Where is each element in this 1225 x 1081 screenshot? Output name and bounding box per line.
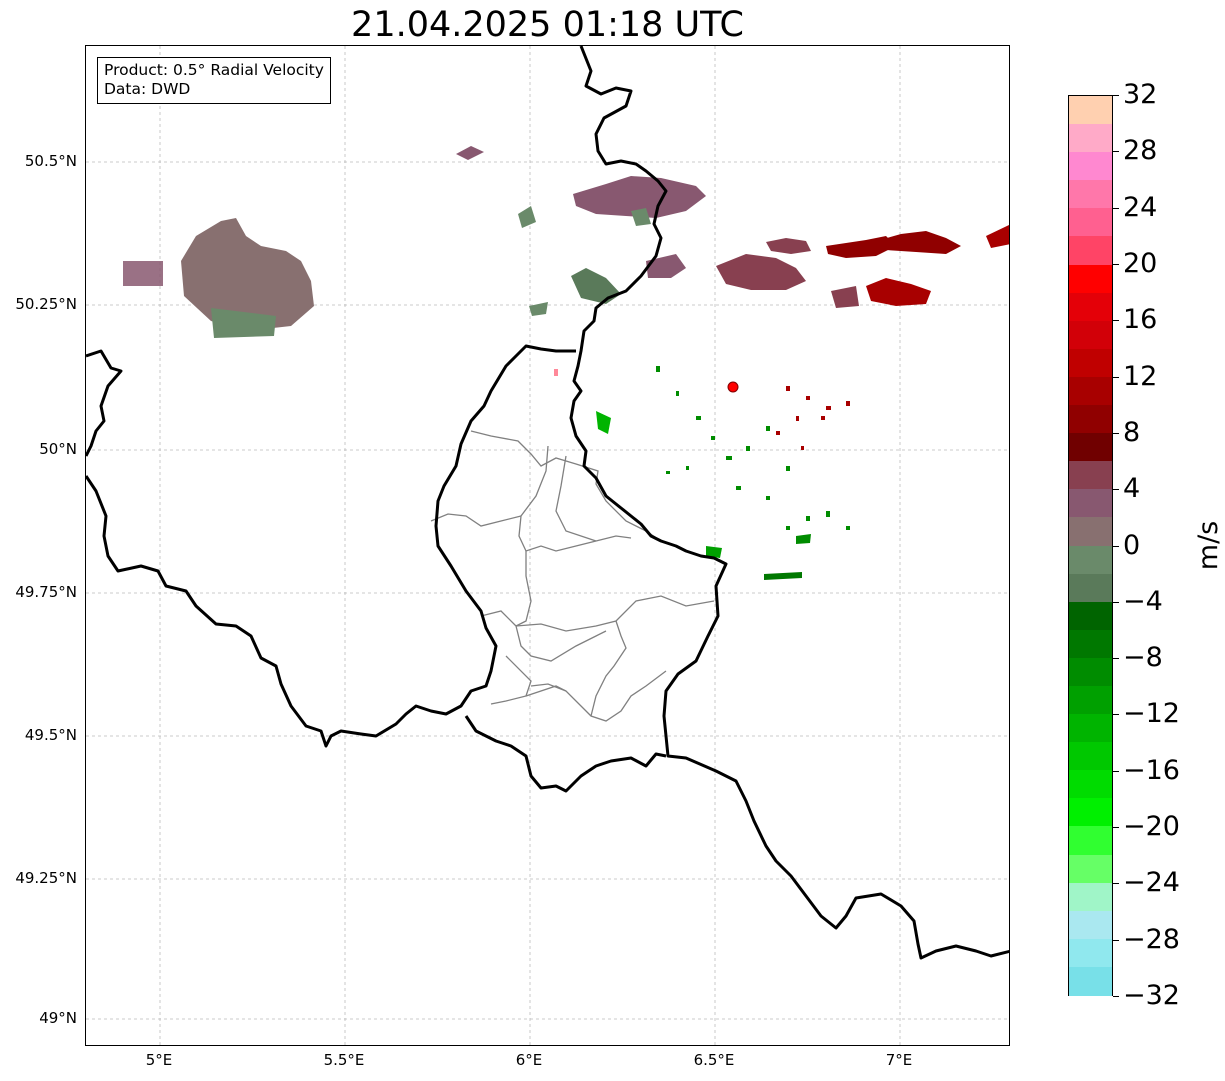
colorbar-tick-label: 12 [1123, 360, 1158, 392]
map-canvas [86, 46, 1009, 1045]
colorbar-label: m/s [1193, 520, 1225, 571]
colorbar-segment [1069, 826, 1112, 856]
colorbar-segment [1069, 770, 1112, 799]
colorbar-tick-mark [1113, 883, 1119, 885]
lon-tick-label: 6.5°E [693, 1051, 735, 1069]
colorbar-segment [1069, 882, 1112, 912]
colorbar-segment [1069, 320, 1112, 350]
colorbar-segment [1069, 657, 1112, 687]
colorbar-tick-label: −16 [1123, 754, 1180, 786]
colorbar-tick-mark [1113, 320, 1119, 322]
colorbar-segment [1069, 714, 1112, 743]
colorbar-tick-mark [1113, 770, 1119, 772]
colorbar-tick-mark [1113, 545, 1119, 547]
colorbar-tick-mark [1113, 432, 1119, 434]
colorbar-segment [1069, 433, 1112, 462]
colorbar [1068, 95, 1113, 996]
lat-tick-label: 49.5°N [24, 726, 77, 744]
colorbar-tick-label: 16 [1123, 304, 1158, 336]
colorbar-segment [1069, 517, 1112, 546]
colorbar-tick-mark [1113, 376, 1119, 378]
colorbar-tick-mark [1113, 714, 1119, 716]
colorbar-segment [1069, 264, 1112, 294]
colorbar-segment [1069, 489, 1112, 518]
colorbar-segment [1069, 376, 1112, 406]
lon-tick-label: 5.5°E [323, 1051, 365, 1069]
colorbar-segment [1069, 405, 1112, 434]
colorbar-segment [1069, 966, 1112, 996]
data-source-line: Data: DWD [104, 80, 191, 98]
product-line: Product: 0.5° Radial Velocity [104, 61, 324, 79]
colorbar-tick-mark [1113, 939, 1119, 941]
colorbar-tick-label: −32 [1123, 980, 1180, 1011]
colorbar-tick-label: −4 [1123, 585, 1163, 617]
colorbar-tick-label: 8 [1123, 416, 1141, 448]
lat-tick-label: 49.75°N [15, 583, 77, 601]
colorbar-tick-label: −28 [1123, 923, 1180, 955]
radar-site-marker [727, 381, 739, 393]
colorbar-segment [1069, 208, 1112, 237]
colorbar-tick-mark [1113, 658, 1119, 660]
colorbar-segment [1069, 685, 1112, 715]
colorbar-tick-mark [1113, 827, 1119, 829]
map-title: 21.04.2025 01:18 UTC [351, 5, 744, 45]
colorbar-segment [1069, 152, 1112, 181]
colorbar-segment [1069, 601, 1112, 631]
lat-tick-label: 49°N [39, 1009, 77, 1027]
lon-tick-label: 6°E [515, 1051, 543, 1069]
colorbar-tick-mark [1113, 95, 1119, 96]
colorbar-tick-label: 28 [1123, 135, 1158, 167]
colorbar-segment [1069, 180, 1112, 209]
colorbar-segment [1069, 798, 1112, 827]
colorbar-segment [1069, 742, 1112, 771]
colorbar-segment [1069, 573, 1112, 603]
product-info-box: Product: 0.5° Radial Velocity Data: DWD [97, 57, 331, 104]
colorbar-tick-label: −24 [1123, 867, 1180, 899]
colorbar-tick-mark [1113, 151, 1119, 153]
colorbar-segment [1069, 236, 1112, 266]
colorbar-segment [1069, 854, 1112, 884]
colorbar-segment [1069, 292, 1112, 322]
district-boundaries [430, 430, 715, 722]
colorbar-tick-mark [1113, 601, 1119, 603]
colorbar-segment [1069, 910, 1112, 940]
lat-tick-label: 50°N [39, 440, 77, 458]
colorbar-tick-label: 20 [1123, 247, 1158, 279]
colorbar-segment [1069, 461, 1112, 490]
lon-tick-label: 7°E [885, 1051, 913, 1069]
national-borders [86, 46, 1009, 960]
colorbar-segment [1069, 348, 1112, 378]
lon-tick-label: 5°E [145, 1051, 173, 1069]
colorbar-segment [1069, 96, 1112, 125]
lat-tick-label: 50.25°N [15, 295, 77, 313]
map-plot-area[interactable] [85, 45, 1010, 1046]
colorbar-tick-label: 32 [1123, 79, 1158, 110]
radar-echoes [123, 146, 1009, 580]
colorbar-segment [1069, 938, 1112, 968]
colorbar-tick-mark [1113, 263, 1119, 265]
colorbar-tick-mark [1113, 207, 1119, 209]
colorbar-tick-label: 0 [1123, 529, 1141, 561]
colorbar-segment [1069, 545, 1112, 575]
colorbar-tick-mark [1113, 996, 1119, 997]
colorbar-tick-label: 24 [1123, 191, 1158, 223]
lat-tick-label: 49.25°N [15, 869, 77, 887]
colorbar-segment [1069, 124, 1112, 153]
colorbar-tick-label: −8 [1123, 642, 1163, 674]
colorbar-tick-label: −12 [1123, 698, 1180, 730]
colorbar-tick-label: −20 [1123, 811, 1180, 843]
colorbar-segment [1069, 629, 1112, 659]
colorbar-tick-label: 4 [1123, 473, 1141, 505]
colorbar-tick-mark [1113, 489, 1119, 491]
lat-tick-label: 50.5°N [24, 152, 77, 170]
